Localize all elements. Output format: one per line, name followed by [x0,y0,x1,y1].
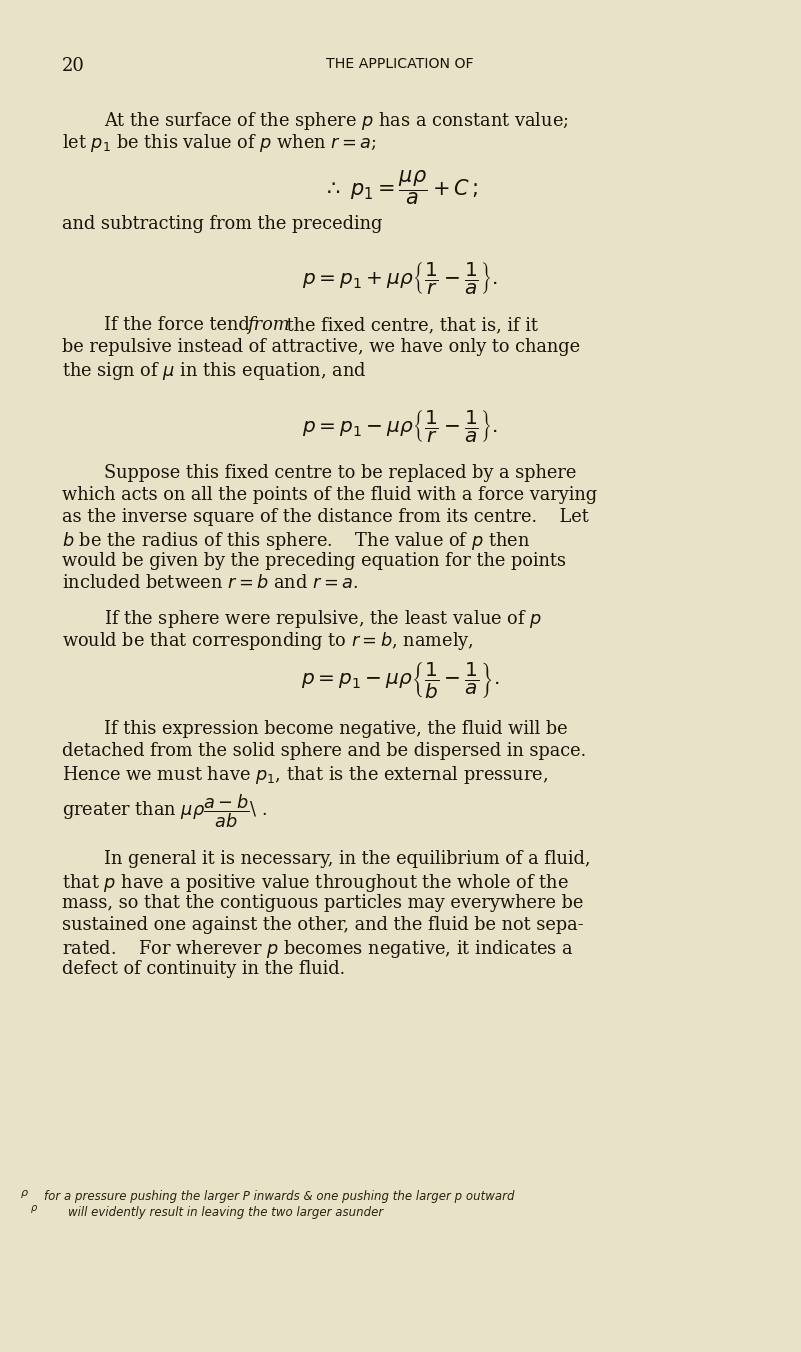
Text: for a pressure pushing the larger P inwards & one pushing the larger p outward: for a pressure pushing the larger P inwa… [44,1190,514,1203]
Text: Hence we must have $p_1$, that is the external pressure,: Hence we must have $p_1$, that is the ex… [62,764,548,786]
Text: $\therefore\ p_1 = \dfrac{\mu\rho}{a} + C\,;$: $\therefore\ p_1 = \dfrac{\mu\rho}{a} + … [322,168,478,207]
Text: mass, so that the contiguous particles may everywhere be: mass, so that the contiguous particles m… [62,894,583,913]
Text: defect of continuity in the fluid.: defect of continuity in the fluid. [62,960,345,977]
Text: would be given by the preceding equation for the points: would be given by the preceding equation… [62,552,566,571]
Text: from: from [247,316,290,334]
Text: Suppose this fixed centre to be replaced by a sphere: Suppose this fixed centre to be replaced… [104,464,577,483]
Text: included between $r = b$ and $r = a$.: included between $r = b$ and $r = a$. [62,575,358,592]
Text: $b$ be the radius of this sphere.    The value of $p$ then: $b$ be the radius of this sphere. The va… [62,530,530,552]
Text: which acts on all the points of the fluid with a force varying: which acts on all the points of the flui… [62,485,597,504]
Text: $\rho$: $\rho$ [20,1188,29,1201]
Text: be repulsive instead of attractive, we have only to change: be repulsive instead of attractive, we h… [62,338,580,356]
Text: If the sphere were repulsive, the least value of $p$: If the sphere were repulsive, the least … [104,608,542,630]
Text: If the force tend: If the force tend [104,316,256,334]
Text: $p = p_1 - \mu\rho\left\{\dfrac{1}{r} - \dfrac{1}{a}\right\}.$: $p = p_1 - \mu\rho\left\{\dfrac{1}{r} - … [302,408,497,443]
Text: THE APPLICATION OF: THE APPLICATION OF [326,57,473,72]
Text: sustained one against the other, and the fluid be not sepa-: sustained one against the other, and the… [62,917,584,934]
Text: $\rho$: $\rho$ [30,1203,38,1215]
Text: If this expression become negative, the fluid will be: If this expression become negative, the … [104,721,568,738]
Text: detached from the solid sphere and be dispersed in space.: detached from the solid sphere and be di… [62,742,586,760]
Text: $p = p_1 + \mu\rho\left\{\dfrac{1}{r} - \dfrac{1}{a}\right\}.$: $p = p_1 + \mu\rho\left\{\dfrac{1}{r} - … [302,260,497,296]
Text: 20: 20 [62,57,85,74]
Text: as the inverse square of the distance from its centre.    Let: as the inverse square of the distance fr… [62,508,589,526]
Text: the sign of $\mu$ in this equation, and: the sign of $\mu$ in this equation, and [62,360,367,383]
Text: let $p_1$ be this value of $p$ when $r = a$;: let $p_1$ be this value of $p$ when $r =… [62,132,376,154]
Text: rated.    For wherever $p$ becomes negative, it indicates a: rated. For wherever $p$ becomes negative… [62,938,574,960]
Text: In general it is necessary, in the equilibrium of a fluid,: In general it is necessary, in the equil… [104,850,590,868]
Text: $p = p_1 - \mu\rho\left\{\dfrac{1}{b} - \dfrac{1}{a}\right\}.$: $p = p_1 - \mu\rho\left\{\dfrac{1}{b} - … [301,660,499,700]
Text: will evidently result in leaving the two larger asunder: will evidently result in leaving the two… [68,1206,383,1220]
Text: At the surface of the sphere $p$ has a constant value;: At the surface of the sphere $p$ has a c… [104,110,569,132]
Text: that $p$ have a positive value throughout the whole of the: that $p$ have a positive value throughou… [62,872,569,894]
Text: greater than $\mu\rho\dfrac{a - b}{ab}$\ .: greater than $\mu\rho\dfrac{a - b}{ab}$\… [62,792,267,830]
Text: the fixed centre, that is, if it: the fixed centre, that is, if it [281,316,538,334]
Text: would be that corresponding to $r = b$, namely,: would be that corresponding to $r = b$, … [62,630,473,652]
Text: and subtracting from the preceding: and subtracting from the preceding [62,215,382,233]
